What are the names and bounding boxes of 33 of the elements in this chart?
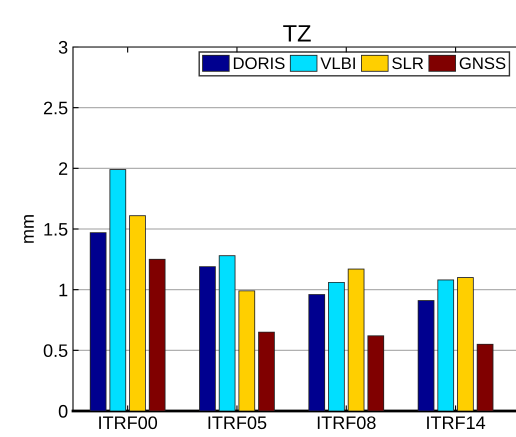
chart-title: TZ [283,25,311,42]
bar [308,294,326,411]
y-tick-label: 1 [59,284,68,296]
bar [258,332,275,411]
bar [367,335,384,411]
y-tick-label: 2.5 [44,102,68,114]
x-tick-label: ITRF05 [208,416,266,430]
y-tick-label: 0.5 [44,344,68,358]
y-tick-label: 0 [58,404,68,418]
y-tick-label: 3 [58,40,68,54]
bar [129,215,146,411]
bar [348,268,364,411]
bar [328,282,345,411]
legend-label: GNSS [460,57,506,70]
x-tick-label: ITRF08 [318,416,376,430]
bar [437,280,454,411]
legend-label: VLBI [320,58,355,69]
x-tick-label: ITRF14 [427,416,486,429]
legend-label: DORIS [234,57,285,70]
bar [199,266,216,411]
bar [218,255,236,411]
y-axis-title: mm [24,215,34,243]
bar [148,258,166,411]
bar [238,290,256,411]
bar [90,232,106,411]
bar [476,344,494,411]
legend-label: SLR [392,57,424,70]
bar [418,300,434,411]
y-tick-label: 1.5 [44,223,68,236]
bar [109,169,126,411]
bar [457,277,474,411]
x-tick-label: ITRF00 [99,416,158,430]
y-tick-label: 2 [59,162,68,175]
